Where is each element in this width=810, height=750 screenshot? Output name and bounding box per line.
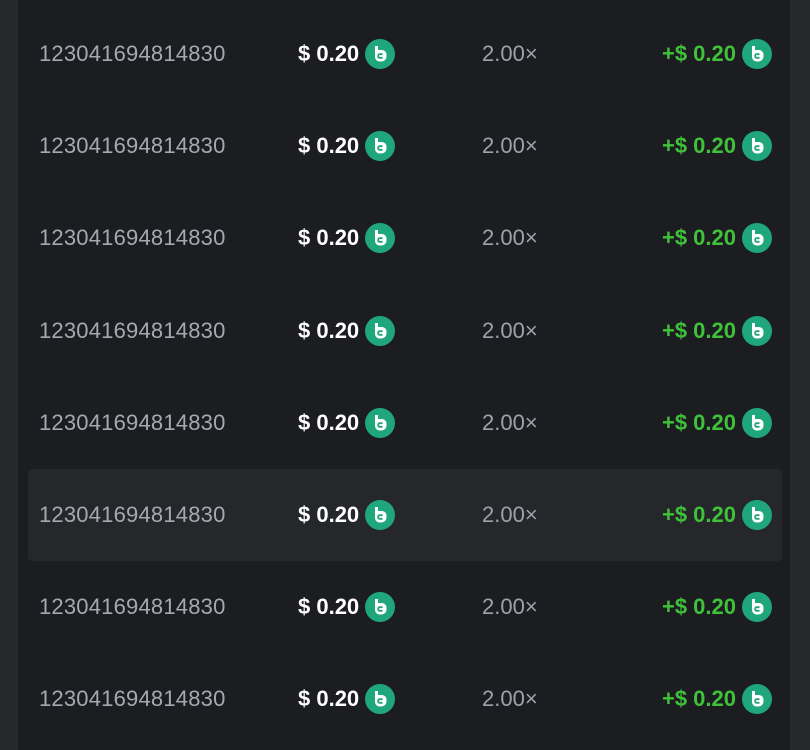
bet-id: 123041694814830: [39, 686, 226, 712]
bet-amount-text: $ 0.20: [298, 317, 360, 343]
bet-id: 123041694814830: [39, 594, 226, 620]
bc-coin-icon: [742, 39, 772, 69]
payout-text: +$ 0.20: [661, 409, 736, 435]
bet-row[interactable]: 123041694814830 $ 0.20 2.00× +$ 0.20: [28, 192, 782, 284]
bc-coin-icon: [365, 500, 396, 530]
bet-amount: $ 0.20: [298, 131, 396, 162]
bet-id: 123041694814830: [39, 41, 226, 66]
multiplier: 2.00×: [482, 686, 538, 712]
bet-row[interactable]: 123041694814830 $ 0.20 2.00× +$ 0.20: [28, 285, 782, 377]
bc-coin-icon: [742, 500, 772, 530]
multiplier: 2.00×: [482, 317, 538, 343]
bet-amount: $ 0.20: [298, 223, 396, 254]
bet-row[interactable]: 123041694814830 $ 0.20 2.00× +$ 0.20: [28, 653, 782, 745]
payout-text: +$ 0.20: [661, 225, 736, 251]
bets-list: 123041694814830 $ 0.20 2.00× +$ 0.20 1230…: [18, 0, 790, 750]
multiplier: 2.00×: [482, 502, 538, 527]
bet-id: 123041694814830: [39, 317, 226, 343]
payout-text: +$ 0.20: [661, 133, 736, 159]
payout: +$ 0.20: [662, 39, 772, 69]
bet-amount: $ 0.20: [298, 407, 396, 438]
payout: +$ 0.20: [661, 592, 772, 623]
bc-coin-icon: [742, 684, 772, 715]
bet-amount: $ 0.20: [298, 500, 396, 530]
payout-text: +$ 0.20: [661, 41, 736, 66]
bet-amount-text: $ 0.20: [298, 133, 360, 159]
bet-id: 123041694814830: [39, 225, 226, 251]
bet-row[interactable]: 123041694814830 $ 0.20 2.00× +$ 0.20: [28, 469, 782, 561]
bc-coin-icon: [365, 592, 396, 623]
bc-coin-icon: [742, 131, 772, 162]
bet-amount-text: $ 0.20: [298, 594, 360, 620]
bet-amount-text: $ 0.20: [298, 409, 360, 435]
multiplier: 2.00×: [482, 225, 538, 251]
payout-text: +$ 0.20: [661, 502, 736, 527]
bet-amount: $ 0.20: [298, 315, 396, 346]
multiplier: 2.00×: [482, 409, 538, 435]
bet-row[interactable]: 123041694814830 $ 0.20 2.00× +$ 0.20: [28, 561, 782, 653]
bet-row[interactable]: 123041694814830 $ 0.20 2.00× +$ 0.20: [28, 8, 782, 100]
payout-text: +$ 0.20: [661, 317, 736, 343]
bet-amount-text: $ 0.20: [298, 502, 360, 527]
bet-id: 123041694814830: [39, 502, 226, 527]
bc-coin-icon: [742, 407, 772, 438]
multiplier: 2.00×: [482, 41, 538, 66]
payout: +$ 0.20: [662, 500, 772, 530]
bc-coin-icon: [742, 592, 772, 623]
payout: +$ 0.20: [661, 315, 772, 346]
multiplier: 2.00×: [482, 133, 538, 159]
bet-id: 123041694814830: [39, 133, 226, 159]
multiplier: 2.00×: [482, 594, 538, 620]
payout: +$ 0.20: [661, 131, 772, 162]
bc-coin-icon: [365, 131, 396, 162]
payout: +$ 0.20: [661, 684, 772, 715]
bc-coin-icon: [365, 407, 396, 438]
payout-text: +$ 0.20: [661, 594, 736, 620]
bc-coin-icon: [365, 39, 396, 69]
bet-row[interactable]: 123041694814830 $ 0.20 2.00× +$ 0.20: [28, 100, 782, 192]
payout-text: +$ 0.20: [661, 686, 736, 712]
bc-coin-icon: [365, 315, 396, 346]
bc-coin-icon: [365, 223, 396, 254]
bet-amount: $ 0.20: [298, 684, 396, 715]
bet-amount-text: $ 0.20: [298, 225, 360, 251]
bet-amount-text: $ 0.20: [298, 41, 360, 66]
payout: +$ 0.20: [661, 223, 772, 254]
bc-coin-icon: [742, 315, 772, 346]
bc-coin-icon: [365, 684, 396, 715]
bc-coin-icon: [742, 223, 772, 254]
bet-id: 123041694814830: [39, 409, 226, 435]
bet-amount: $ 0.20: [298, 39, 396, 69]
payout: +$ 0.20: [661, 407, 772, 438]
bet-amount: $ 0.20: [298, 592, 396, 623]
bet-amount-text: $ 0.20: [298, 686, 360, 712]
bet-row[interactable]: 123041694814830 $ 0.20 2.00× +$ 0.20: [28, 377, 782, 469]
